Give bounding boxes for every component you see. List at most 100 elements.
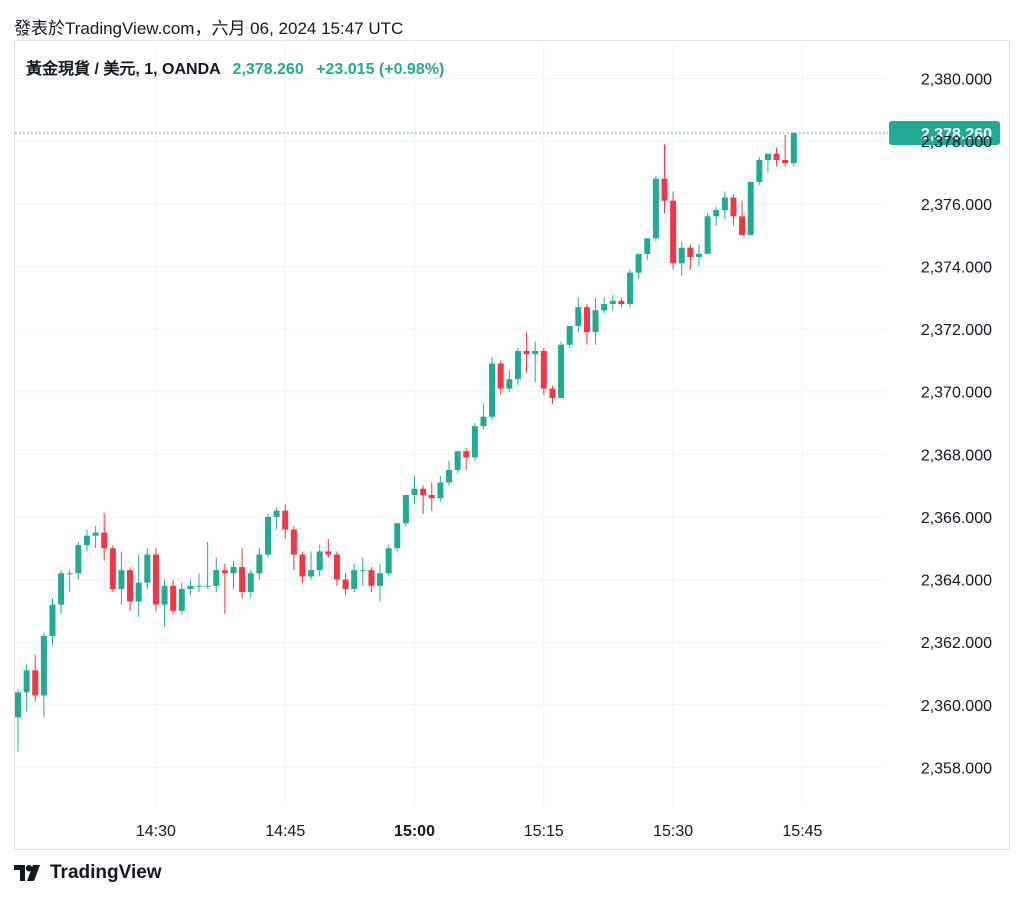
- candle-body: [583, 307, 590, 333]
- candle: [264, 513, 271, 558]
- candle: [411, 476, 418, 505]
- candle-body: [273, 510, 280, 517]
- candle: [204, 541, 211, 589]
- candle-body: [618, 300, 625, 305]
- candle-body: [704, 216, 711, 254]
- candle: [756, 156, 763, 186]
- candle: [575, 297, 582, 333]
- candle-body: [316, 551, 323, 571]
- candle: [170, 579, 177, 614]
- candle-body: [196, 585, 203, 587]
- candle: [627, 269, 634, 308]
- candle-body: [40, 635, 47, 696]
- candle: [161, 579, 168, 627]
- x-tick-label: 15:00: [394, 823, 435, 840]
- candle: [101, 513, 108, 561]
- candle-body: [333, 554, 340, 580]
- time-axis: 14:30 14:45 15:00 15:15 15:30 15:45: [136, 823, 823, 840]
- candle: [290, 526, 297, 571]
- candle: [549, 385, 556, 405]
- candle-body: [695, 253, 702, 258]
- y-tick-label: 2,358.000: [921, 760, 992, 777]
- candle: [558, 341, 565, 398]
- candle-body: [454, 451, 461, 470]
- candle-body: [635, 253, 642, 273]
- candle-body: [118, 570, 125, 589]
- candle: [299, 551, 306, 583]
- candle-body: [670, 200, 677, 264]
- last-price-tag: [889, 121, 1000, 146]
- y-tick-label: 2,370.000: [921, 385, 992, 402]
- tradingview-brand[interactable]: TradingView: [50, 862, 162, 883]
- candle-body: [463, 451, 470, 458]
- candle: [273, 507, 280, 530]
- candle: [730, 194, 737, 226]
- candle-body: [549, 388, 556, 398]
- candle: [40, 632, 47, 718]
- candle-body: [368, 570, 375, 586]
- candle-body: [437, 482, 444, 499]
- candle: [135, 554, 142, 618]
- candle: [394, 523, 401, 552]
- candle-body: [144, 554, 151, 583]
- candle: [635, 253, 642, 279]
- candle: [282, 504, 289, 539]
- candle: [230, 560, 237, 589]
- candle-body: [32, 670, 39, 696]
- candle: [540, 347, 547, 395]
- candle-body: [721, 197, 728, 211]
- candle-body: [790, 133, 797, 164]
- y-tick-label: 2,360.000: [921, 698, 992, 715]
- y-tick-label: 2,366.000: [921, 510, 992, 527]
- price-axis: 2,380.000 2,378.000 2,376.000 2,374.000 2,37…: [921, 72, 992, 778]
- candle: [213, 557, 220, 593]
- candle-body: [264, 516, 271, 555]
- candle: [178, 582, 185, 614]
- candle-body: [92, 532, 99, 536]
- last-price: 2,378.260: [232, 61, 304, 78]
- candle-body: [402, 495, 409, 524]
- candle: [489, 357, 496, 420]
- candle-body: [230, 567, 237, 574]
- candle: [661, 144, 668, 214]
- candle-body: [420, 488, 427, 496]
- candle: [342, 573, 349, 596]
- candle: [471, 423, 478, 461]
- candle-body: [290, 529, 297, 555]
- grid-lines: [15, 41, 885, 805]
- y-tick-label: 2,368.000: [921, 447, 992, 464]
- candle-body: [627, 272, 634, 305]
- candle-body: [575, 307, 582, 326]
- symbol-legend: 黃金現貨 / 美元, 1, OANDA 2,378.260 +23.015 (+…: [26, 55, 444, 79]
- candle: [221, 563, 228, 614]
- candle: [532, 341, 539, 383]
- candle: [385, 545, 392, 577]
- candle: [670, 191, 677, 270]
- candle: [368, 567, 375, 593]
- candle-body: [49, 604, 56, 636]
- candle-body: [161, 585, 168, 605]
- candle: [618, 297, 625, 308]
- y-tick-label: 2,380.000: [921, 72, 992, 89]
- candle-body: [178, 588, 185, 611]
- candle: [420, 485, 427, 514]
- candle-body: [152, 554, 159, 605]
- candle-body: [221, 570, 228, 574]
- candle-body: [308, 570, 315, 577]
- candle-body: [713, 210, 720, 217]
- candle: [109, 545, 116, 593]
- candle-body: [782, 159, 789, 164]
- candle: [83, 529, 90, 552]
- candle-body: [377, 573, 384, 586]
- x-tick-label: 14:30: [136, 823, 176, 840]
- symbol-name: 黃金現貨 / 美元, 1, OANDA: [26, 61, 221, 78]
- tradingview-logo-icon[interactable]: [14, 865, 42, 881]
- candle: [58, 570, 65, 614]
- candle-body: [385, 548, 392, 574]
- candle-body: [764, 153, 771, 160]
- y-tick-label: 2,362.000: [921, 635, 992, 652]
- last-price-tag-label: 2,378.260: [921, 126, 992, 143]
- candle-body: [101, 532, 108, 549]
- candle: [463, 448, 470, 470]
